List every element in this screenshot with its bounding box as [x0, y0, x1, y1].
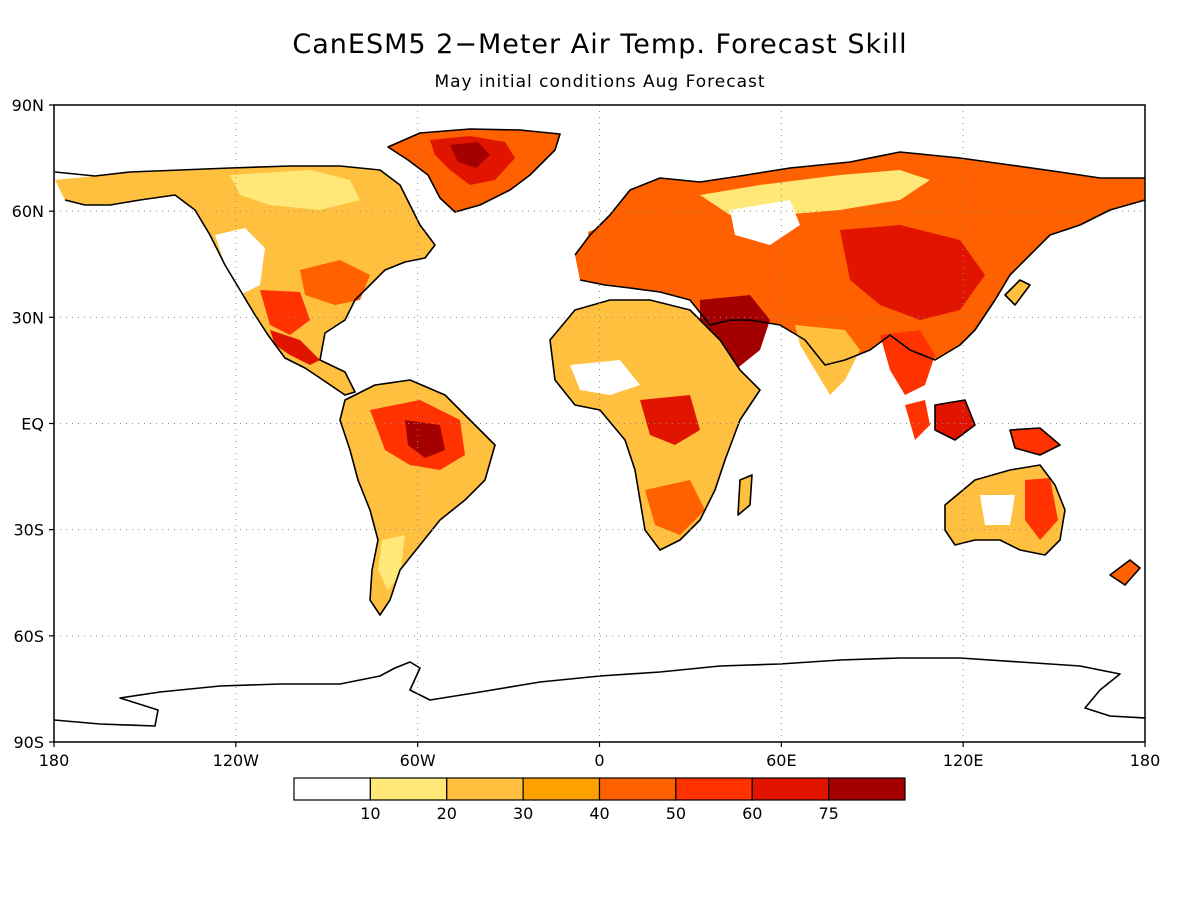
- colorbar: 10 20 30 40 50 60 75: [293, 777, 906, 823]
- latitude-axis-labels: 90N 60N 30N EQ 30S 60S 90S: [12, 96, 54, 752]
- congo-strong: [640, 395, 700, 445]
- colorbar-label-1: 20: [437, 804, 457, 823]
- colorbar-bin-1: [369, 777, 448, 801]
- graticule: [54, 105, 1145, 742]
- india-land: [795, 325, 860, 395]
- longitude-axis-labels: 180 120W 60W 0 60E 120E 180: [39, 742, 1161, 770]
- colorbar-bin-5: [675, 777, 753, 801]
- north-america-west: [215, 228, 265, 295]
- lat-tick-label-0: 90N: [12, 96, 44, 115]
- lon-tick-label-0: 180: [39, 751, 70, 770]
- colorbar-bin-6: [751, 777, 830, 801]
- colorbar-bin-4: [598, 777, 677, 801]
- lat-tick-label-5: 60S: [13, 627, 44, 646]
- north-america-arctic: [230, 170, 360, 210]
- map-subtitle: May initial conditions Aug Forecast: [434, 72, 765, 92]
- lon-tick-label-1: 120W: [213, 751, 260, 770]
- colorbar-label-3: 40: [589, 804, 609, 823]
- australia-coast: [944, 464, 1066, 556]
- southeast-asia-land: [880, 330, 935, 395]
- map-title: CanESM5 2−Meter Air Temp. Forecast Skill: [292, 29, 907, 60]
- north-america-east: [300, 260, 370, 305]
- maritime-continent: [905, 400, 930, 440]
- australia-center: [980, 495, 1015, 525]
- lon-tick-label-3: 0: [594, 751, 604, 770]
- new-guinea-coast: [1009, 427, 1061, 456]
- antarctica-coast: [54, 657, 1145, 727]
- colorbar-label-6: 75: [818, 804, 838, 823]
- north-america-coast: [54, 165, 436, 396]
- map-plot-area: [54, 105, 1145, 742]
- colorbar-bin-3: [522, 777, 601, 801]
- greenland-peak: [450, 142, 490, 168]
- colorbar-label-2: 30: [513, 804, 533, 823]
- southern-africa: [645, 480, 705, 535]
- australia-east: [1025, 478, 1058, 540]
- lat-tick-label-1: 60N: [12, 202, 44, 221]
- japan-land: [1005, 280, 1030, 305]
- siberia-weak: [700, 170, 930, 215]
- central-asia-strong: [840, 225, 985, 320]
- new-zealand-land: [1110, 560, 1140, 585]
- colorbar-bin-2: [446, 777, 524, 801]
- lat-tick-label-4: 30S: [13, 521, 44, 540]
- lon-tick-label-2: 60W: [400, 751, 436, 770]
- north-america-plains: [260, 290, 310, 335]
- colorbar-label-5: 60: [742, 804, 762, 823]
- sahara-white: [570, 360, 640, 395]
- lon-tick-label-4: 60E: [766, 751, 796, 770]
- eurasia-coast: [574, 151, 1145, 366]
- madagascar-land: [738, 475, 752, 515]
- colorbar-label-0: 10: [360, 804, 380, 823]
- lat-tick-label-6: 90S: [13, 733, 44, 752]
- colorbar-label-4: 50: [666, 804, 686, 823]
- colorbar-bin-0: [293, 777, 371, 801]
- new-zealand-coast: [1109, 559, 1141, 586]
- borneo-coast: [934, 399, 976, 441]
- mexico-land: [270, 330, 320, 365]
- japan-coast: [1004, 279, 1031, 306]
- borneo-land: [935, 400, 975, 440]
- siberia-white: [730, 200, 800, 245]
- lat-tick-label-2: 30N: [12, 308, 44, 327]
- lon-tick-label-6: 180: [1130, 751, 1161, 770]
- africa-coast: [549, 299, 761, 551]
- lon-tick-label-5: 120E: [943, 751, 984, 770]
- south-america-coast: [339, 379, 496, 616]
- land-skill-shading: [55, 129, 1145, 615]
- madagascar-coast: [737, 474, 753, 516]
- colorbar-bin-7: [828, 777, 906, 801]
- coastlines: [54, 128, 1145, 727]
- greenland-coast: [387, 128, 561, 213]
- lat-tick-label-3: EQ: [21, 415, 44, 434]
- amazon-peak: [405, 420, 445, 458]
